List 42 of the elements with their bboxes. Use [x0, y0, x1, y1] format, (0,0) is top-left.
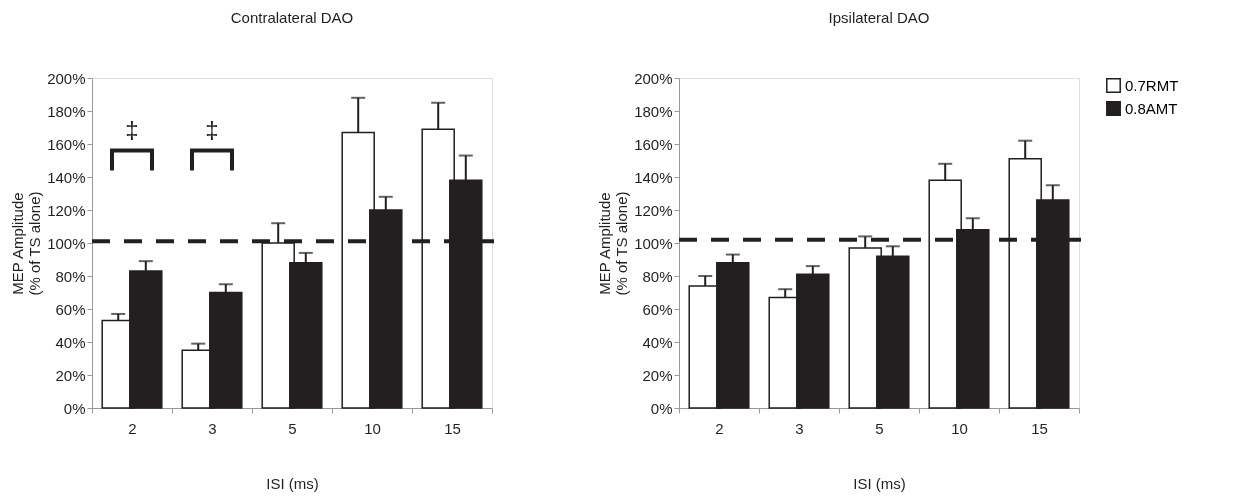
y-tick-label: 80% [55, 267, 86, 285]
y-axis-title: MEP Amplitude (% of TS alone) [596, 191, 631, 296]
y-tick-label: 120% [634, 201, 673, 219]
x-tick-label: 5 [875, 419, 884, 437]
y-tick-label: 180% [47, 102, 86, 120]
x-axis-title: ISI (ms) [853, 474, 906, 492]
chart-title: Contralateral DAO [230, 9, 354, 26]
y-tick-label: 0% [63, 399, 86, 417]
y-tick-label: 20% [642, 366, 673, 384]
x-tick-label: 3 [208, 419, 217, 437]
y-tick-label: 160% [47, 135, 86, 153]
x-tick-label: 10 [951, 419, 968, 437]
chart-title: Ipsilateral DAO [828, 9, 930, 26]
x-tick-label: 15 [444, 419, 461, 437]
x-tick-label: 2 [128, 419, 137, 437]
y-tick-label: 200% [634, 69, 673, 87]
x-tick-label: 2 [715, 419, 724, 437]
y-tick-label: 200% [47, 69, 86, 87]
annotation: ‡ [205, 115, 219, 143]
y-tick-label: 40% [642, 333, 673, 351]
x-tick-label: 15 [1031, 419, 1048, 437]
y-tick-label: 180% [634, 102, 673, 120]
y-tick-label: 20% [55, 366, 86, 384]
y-tick-label: 40% [55, 333, 86, 351]
legend-label: 0.8AMT [1125, 99, 1178, 117]
y-tick-label: 160% [634, 135, 673, 153]
y-tick-label: 100% [47, 234, 86, 252]
x-tick-label: 3 [795, 419, 804, 437]
x-axis-title: ISI (ms) [266, 474, 319, 492]
x-tick-label: 5 [288, 419, 297, 437]
y-tick-label: 80% [642, 267, 673, 285]
annotation: ‡ [125, 115, 139, 143]
y-tick-label: 140% [47, 168, 86, 186]
x-tick-label: 10 [364, 419, 381, 437]
y-tick-label: 0% [650, 399, 673, 417]
legend-label: 0.7RMT [1125, 76, 1179, 94]
y-tick-label: 120% [47, 201, 86, 219]
y-tick-label: 140% [634, 168, 673, 186]
y-axis-title: MEP Amplitude (% of TS alone) [9, 191, 44, 296]
y-tick-label: 60% [55, 300, 86, 318]
y-tick-label: 60% [642, 300, 673, 318]
y-tick-label: 100% [634, 234, 673, 252]
